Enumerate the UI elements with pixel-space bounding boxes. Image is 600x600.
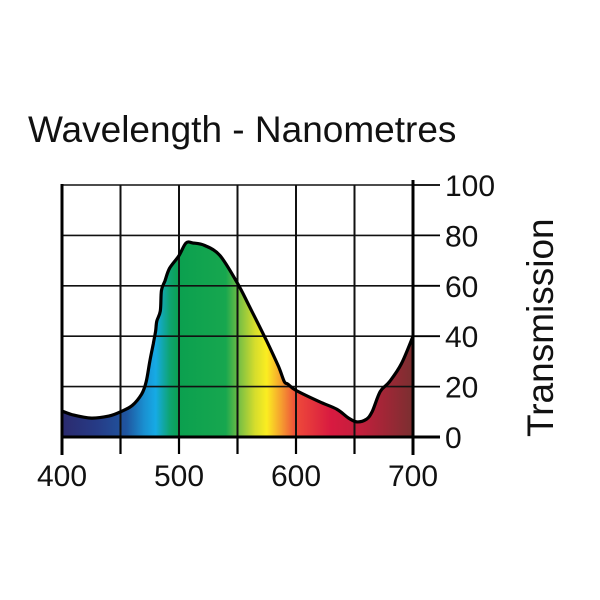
chart-title: Wavelength - Nanometres [28, 109, 456, 150]
axes [60, 180, 440, 455]
transmission-curve [61, 240, 415, 424]
y-tick-label: 100 [445, 170, 495, 203]
y-axis-title: Transmission [520, 218, 561, 437]
y-tick-label: 20 [445, 372, 478, 405]
y-tick-label: 60 [445, 271, 478, 304]
y-axis-ticks: 0 20 40 60 80 100 [413, 170, 495, 455]
x-tick-label: 700 [388, 460, 438, 493]
x-tick-label: 400 [37, 460, 87, 493]
x-tick-label: 600 [271, 460, 321, 493]
x-tick-label: 500 [154, 460, 204, 493]
x-axis-ticks: 400 500 600 700 [37, 437, 438, 493]
grid-lines [61, 184, 414, 438]
y-tick-label: 0 [445, 422, 462, 455]
y-tick-label: 80 [445, 220, 478, 253]
y-tick-label: 40 [445, 321, 478, 354]
